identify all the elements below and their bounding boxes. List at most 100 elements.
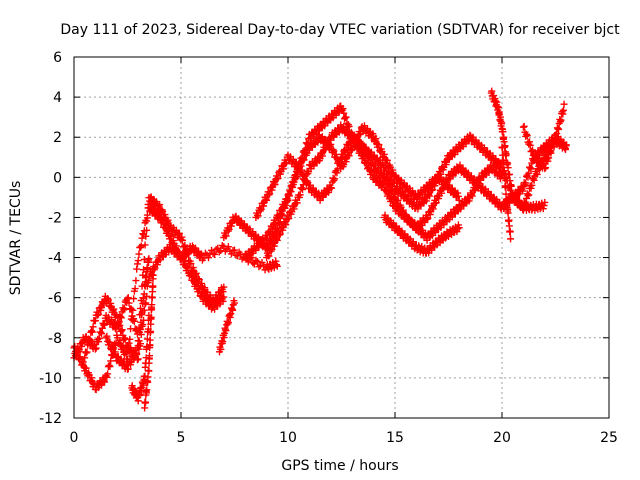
data-point	[136, 304, 144, 312]
data-point	[192, 270, 200, 278]
data-point	[504, 209, 512, 217]
data-point	[140, 290, 148, 298]
data-point	[335, 160, 343, 168]
data-point	[357, 130, 365, 138]
data-point	[328, 110, 336, 118]
data-point	[399, 206, 407, 214]
data-point	[260, 239, 268, 247]
data-point	[104, 295, 112, 303]
data-point	[544, 157, 552, 165]
series-track-15	[519, 122, 570, 173]
data-point	[220, 283, 228, 291]
data-point	[273, 262, 281, 270]
data-point	[456, 161, 464, 169]
data-point	[227, 250, 235, 258]
data-point	[94, 338, 102, 346]
data-point	[135, 337, 143, 345]
data-point	[345, 152, 353, 160]
data-point	[178, 233, 186, 241]
data-point	[476, 180, 484, 188]
data-point	[522, 200, 530, 208]
data-point	[260, 262, 268, 270]
data-point	[391, 190, 399, 198]
data-point	[514, 198, 522, 206]
data-point	[329, 146, 337, 154]
data-point	[120, 334, 128, 342]
data-point	[215, 248, 223, 256]
data-point	[113, 311, 121, 319]
data-point	[107, 299, 115, 307]
series-track-12	[380, 211, 463, 257]
data-point	[557, 116, 565, 124]
data-point	[560, 100, 568, 108]
data-point	[454, 192, 462, 200]
data-point	[328, 149, 336, 157]
data-point	[454, 225, 462, 233]
data-point	[302, 180, 310, 188]
data-point	[339, 105, 347, 113]
data-point	[146, 336, 154, 344]
x-tick-label: 15	[386, 430, 404, 446]
data-point	[328, 184, 336, 192]
data-point	[389, 166, 397, 174]
data-point	[462, 140, 470, 148]
data-point	[136, 325, 144, 333]
data-point	[280, 203, 288, 211]
data-point	[540, 202, 548, 210]
data-point	[541, 165, 549, 173]
data-point	[296, 191, 304, 199]
y-tick-label: 2	[53, 130, 62, 146]
data-point	[143, 386, 151, 394]
data-point	[342, 113, 350, 121]
data-point	[97, 328, 105, 336]
data-point	[333, 169, 341, 177]
data-point	[526, 141, 534, 149]
data-point	[527, 165, 535, 173]
plot-frame	[73, 56, 610, 419]
data-point	[266, 190, 274, 198]
data-point	[106, 339, 114, 347]
data-point	[181, 241, 189, 249]
data-point	[133, 349, 141, 357]
data-point	[282, 198, 290, 206]
data-point	[100, 301, 108, 309]
data-point	[262, 195, 270, 203]
data-point	[217, 345, 225, 353]
chart-grid	[74, 57, 609, 418]
data-point	[436, 220, 444, 228]
data-point	[244, 258, 252, 266]
data-point	[288, 183, 296, 191]
data-point	[383, 175, 391, 183]
data-point	[289, 183, 297, 191]
data-point	[429, 205, 437, 213]
data-point	[120, 350, 128, 358]
data-point	[211, 299, 219, 307]
data-point	[318, 134, 326, 142]
data-point	[308, 142, 316, 150]
data-point	[467, 174, 475, 182]
data-point	[124, 295, 131, 303]
data-point	[155, 202, 163, 210]
data-point	[279, 203, 287, 211]
data-point	[256, 204, 264, 212]
data-point	[243, 253, 251, 261]
data-point	[82, 364, 90, 372]
data-point	[325, 188, 333, 196]
data-point	[489, 152, 497, 160]
data-point	[147, 313, 155, 321]
data-point	[129, 316, 137, 324]
data-point	[136, 244, 144, 252]
data-point	[109, 306, 117, 314]
data-point	[385, 164, 393, 172]
data-point	[545, 154, 553, 162]
data-point	[231, 213, 239, 221]
series-track-4	[102, 255, 153, 373]
data-point	[147, 327, 155, 335]
data-point	[224, 243, 232, 251]
data-point	[380, 150, 388, 158]
data-point	[292, 174, 300, 182]
data-point	[142, 232, 150, 240]
data-point	[557, 135, 565, 143]
data-point	[541, 198, 549, 206]
data-point	[354, 136, 362, 144]
